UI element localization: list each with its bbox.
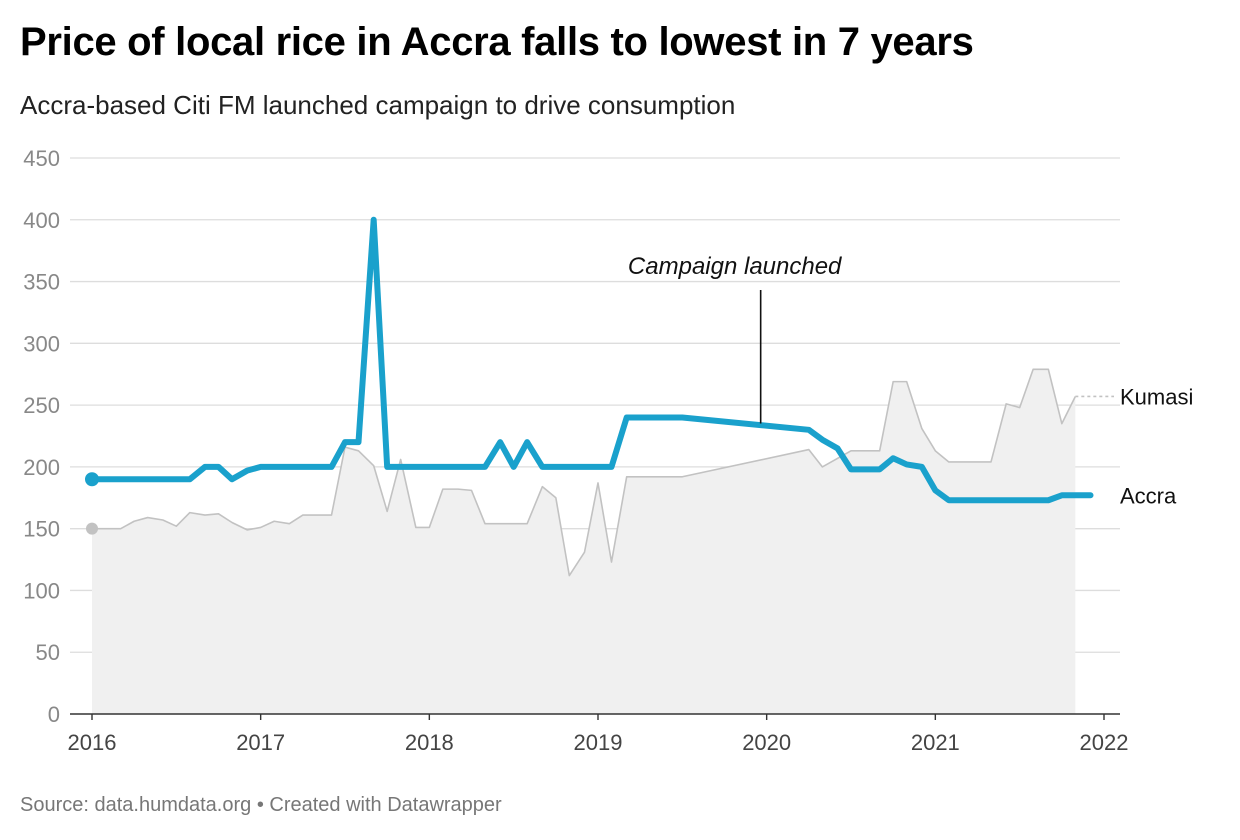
x-tick-label: 2017 [236,730,285,755]
y-tick-label: 250 [23,393,60,418]
x-tick-label: 2022 [1080,730,1129,755]
y-tick-label: 350 [23,270,60,295]
x-tick-label: 2020 [742,730,791,755]
kumasi-area-fill [92,369,1076,714]
y-tick-label: 200 [23,455,60,480]
kumasi-start-point [86,522,98,535]
accra-line [89,216,1094,504]
y-tick-label: 300 [23,331,60,356]
kumasi-line [92,368,1077,577]
x-tick-label: 2016 [68,730,117,755]
accra-series-label: Accra [1120,483,1177,508]
labels: 0 50 100 150 200 250 300 350 400 450 2016 2017 2018 2… [23,146,1193,755]
y-tick-label: 400 [23,208,60,233]
kumasi-area [92,369,1076,714]
axes [70,713,1120,720]
chart-subtitle: Accra-based Citi FM launched campaign to… [20,90,736,120]
series-lines [85,216,1114,577]
y-tick-label: 150 [23,517,60,542]
x-tick-label: 2018 [405,730,454,755]
chart-title: Price of local rice in Accra falls to lo… [20,20,974,64]
x-tick-label: 2021 [911,730,960,755]
y-tick-label: 450 [23,146,60,171]
y-tick-label: 100 [23,578,60,603]
annotation-campaign-launched: Campaign launched [628,253,842,280]
y-tick-label: 0 [48,702,60,727]
accra-start-point [85,472,99,487]
source-note: Source: data.humdata.org • Created with … [20,794,502,816]
y-tick-label: 50 [36,640,60,665]
kumasi-series-label: Kumasi [1120,384,1193,409]
x-tick-label: 2019 [574,730,623,755]
